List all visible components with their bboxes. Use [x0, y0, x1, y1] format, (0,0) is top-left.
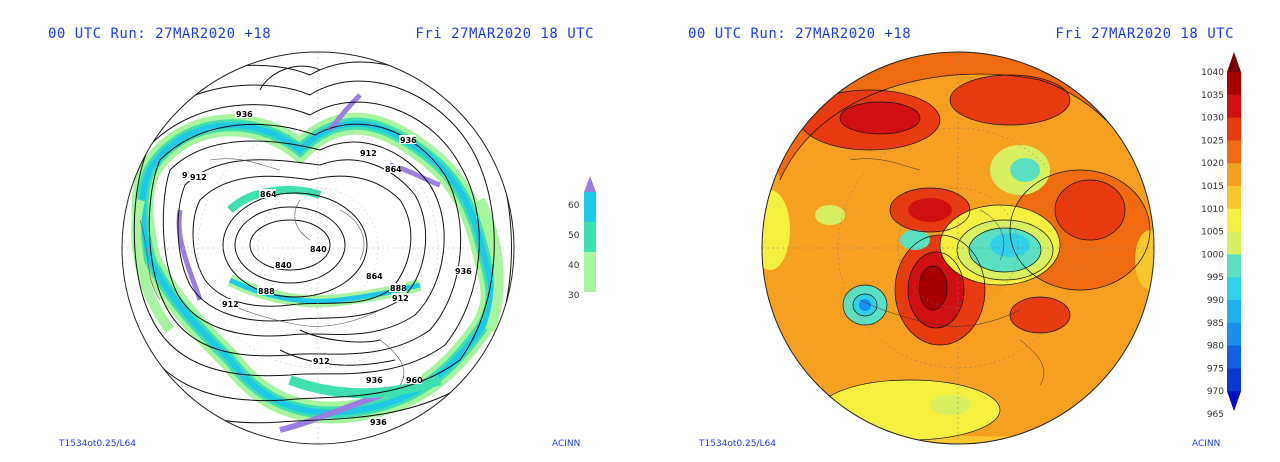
right-run-label: 00 UTC Run: 27MAR2020 +18 — [688, 26, 912, 42]
right-colorbar-tick: 980 — [1207, 342, 1224, 352]
right-colorbar-band — [1227, 163, 1241, 187]
left-contour-labels: 9369129368649128648408408648888889129129… — [181, 109, 472, 427]
contour-label: 936 — [370, 418, 387, 427]
right-colorbar-tick: 1040 — [1201, 68, 1224, 78]
right-colorbar-band — [1227, 345, 1241, 369]
right-colorbar-band — [1227, 254, 1241, 278]
right-colorbar-band — [1227, 368, 1241, 392]
contour-label-bg — [189, 172, 206, 181]
right-colorbar-band — [1227, 140, 1241, 164]
left-colorbar-tick: 40 — [568, 261, 580, 271]
left-colorbar-band-40-50 — [584, 222, 596, 252]
left-source-label: ACINN — [552, 439, 581, 449]
contour-label-bg — [399, 135, 416, 144]
contour-label: 912 — [360, 149, 377, 158]
left-colorbar-band-50-60 — [584, 192, 596, 222]
right-colorbar-arrow-bottom — [1227, 391, 1241, 412]
right-colorbar-tick: 1030 — [1201, 114, 1224, 124]
right-colorbar-band — [1227, 94, 1241, 119]
contour-label: 864 — [260, 190, 277, 199]
contour-label: 936 — [455, 267, 472, 276]
contour-label-bg — [312, 356, 329, 365]
contour-label-bg — [235, 109, 252, 118]
contour-label: 960 — [406, 376, 423, 385]
contour-label: 840 — [310, 245, 327, 254]
right-map-panel: 00 UTC Run: 27MAR2020 +18 Fri 27MAR2020 … — [640, 0, 1280, 462]
right-colorbar-tick: 995 — [1207, 273, 1224, 283]
contour-label-bg — [405, 375, 422, 384]
contour-label-bg — [221, 299, 238, 308]
right-map-border — [761, 51, 1155, 445]
right-colorbar-tick: 1035 — [1201, 91, 1224, 101]
right-colorbar-arrow-top — [1227, 52, 1241, 72]
right-colorbar-tick: 990 — [1207, 296, 1224, 306]
contour-label: 912 — [392, 294, 409, 303]
contour-label: 936 — [236, 110, 253, 119]
contour-label-bg — [391, 293, 408, 302]
right-colorbar-band — [1227, 72, 1241, 96]
contour-label-bg — [389, 283, 406, 292]
right-map-svg: 1040 1035 1030 1025 1020 1015 1010 1005 1000 995 9… — [761, 51, 1241, 445]
right-colorbar-band — [1227, 231, 1241, 255]
contour-label: 912 — [313, 357, 330, 366]
right-colorbar-band — [1227, 322, 1241, 347]
left-colorbar-tick: 50 — [568, 231, 580, 241]
right-model-label: T1534ot0.25/L64 — [699, 439, 776, 449]
contour-label: 864 — [366, 272, 383, 281]
contour-label: 864 — [385, 165, 402, 174]
right-colorbar-tick: 975 — [1207, 364, 1224, 374]
contour-label: 912 — [190, 173, 207, 182]
right-colorbar-band — [1227, 208, 1241, 233]
right-colorbar-band — [1227, 300, 1241, 324]
right-pressure-field — [762, 52, 1154, 444]
contour-label-bg — [359, 148, 376, 157]
contour-label-bg — [454, 266, 471, 275]
left-colorbar-arrow — [584, 176, 596, 192]
left-map-svg: 9369129368649128648408408648888889129129… — [121, 51, 596, 445]
contour-label-bg — [365, 271, 382, 280]
contour-label-bg — [309, 244, 326, 253]
left-valid-label: Fri 27MAR2020 18 UTC — [415, 26, 594, 42]
contour-label: 840 — [275, 261, 292, 270]
contour-label-bg — [257, 286, 274, 295]
right-colorbar-tick: 1015 — [1201, 182, 1224, 192]
contour-label: 912 — [222, 300, 239, 309]
right-colorbar-tick: 1000 — [1201, 250, 1224, 260]
contour-label-bg — [384, 164, 401, 173]
right-colorbar-tick: 1020 — [1201, 159, 1224, 169]
right-colorbar-tick: 965 — [1207, 410, 1224, 420]
contour-label: 936 — [366, 376, 383, 385]
contour-label: 888 — [390, 284, 407, 293]
left-map-border — [121, 51, 515, 445]
right-colorbar-band — [1227, 277, 1241, 301]
right-colorbar-tick: 985 — [1207, 319, 1224, 329]
left-colorbar-tick: 30 — [568, 291, 580, 301]
right-valid-label: Fri 27MAR2020 18 UTC — [1055, 26, 1234, 42]
right-colorbar-tick: 1025 — [1201, 136, 1224, 146]
contour-label: 936 — [400, 136, 417, 145]
right-colorbar: 1040 1035 1030 1025 1020 1015 1010 1005 1000 995 9… — [1201, 52, 1241, 420]
contour-label: 888 — [258, 287, 275, 296]
left-map-panel: 00 UTC Run: 27MAR2020 +18 Fri 27MAR2020 … — [48, 26, 596, 449]
right-source-label: ACINN — [1192, 439, 1221, 449]
contour-label-bg — [274, 260, 291, 269]
contour-label-bg — [365, 375, 382, 384]
right-colorbar-tick: 1005 — [1201, 228, 1224, 238]
left-model-label: T1534ot0.25/L64 — [59, 439, 136, 449]
right-colorbar-tick: 1010 — [1201, 205, 1224, 215]
left-colorbar: 60 50 40 30 — [568, 176, 596, 301]
left-colorbar-tick: 60 — [568, 201, 580, 211]
contour-label-bg — [259, 189, 276, 198]
left-run-label: 00 UTC Run: 27MAR2020 +18 — [48, 26, 272, 42]
contour-label-bg — [369, 417, 386, 426]
right-colorbar-tick: 970 — [1207, 387, 1224, 397]
right-colorbar-band — [1227, 186, 1241, 210]
right-colorbar-band — [1227, 117, 1241, 141]
left-colorbar-band-30-40 — [584, 252, 596, 292]
